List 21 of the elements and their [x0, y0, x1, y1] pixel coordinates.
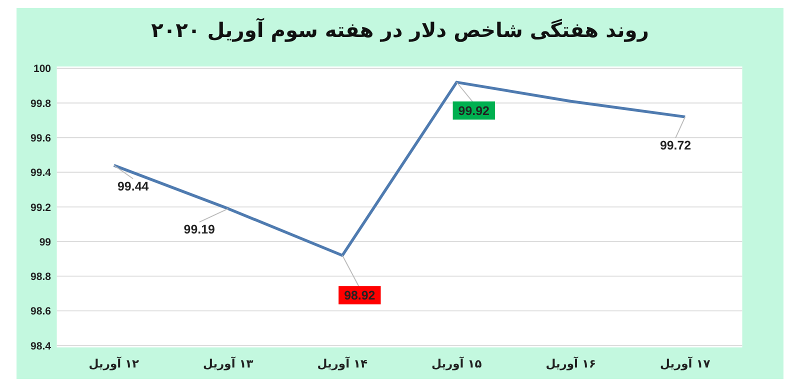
data-label: 99.19: [184, 222, 216, 237]
x-tick-label: ۱۶ آوریل: [546, 356, 596, 370]
y-tick-label: 99.8: [30, 98, 52, 110]
data-label: 99.92: [458, 104, 490, 118]
y-tick-label: 98.8: [30, 271, 52, 284]
x-tick-label: ۱۴ آوریل: [317, 356, 368, 370]
y-tick-label: 99.2: [30, 202, 52, 214]
y-tick-label: 99.6: [30, 132, 52, 144]
x-tick-label: ۱۳ آوریل: [202, 356, 254, 370]
y-tick-label: 100: [33, 63, 52, 76]
y-tick-label: 98.4: [30, 340, 52, 352]
x-tick-label: ۱۵ آوریل: [431, 356, 482, 370]
y-tick-label: 98.6: [30, 306, 52, 318]
x-tick-label: ۱۲ آوریل: [88, 356, 140, 370]
y-tick-label: 99: [39, 236, 52, 248]
data-label: 99.44: [118, 179, 149, 194]
y-tick-label: 99.4: [30, 167, 52, 180]
data-label: 98.92: [344, 288, 376, 303]
data-label: 99.72: [660, 138, 692, 152]
chart-title: روند هفتگی شاخص دلار در هفته سوم آوریل ۲۰۲۰: [151, 16, 649, 42]
x-tick-label: ۱۷ آوریل: [660, 356, 710, 370]
